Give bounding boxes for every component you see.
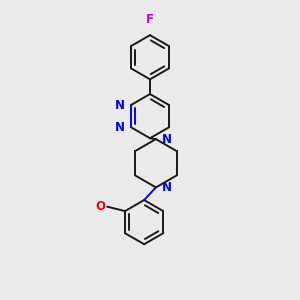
Text: F: F <box>146 13 154 26</box>
Text: N: N <box>114 121 124 134</box>
Text: O: O <box>95 200 105 213</box>
Text: N: N <box>162 133 172 146</box>
Text: N: N <box>114 99 124 112</box>
Text: N: N <box>162 181 172 194</box>
